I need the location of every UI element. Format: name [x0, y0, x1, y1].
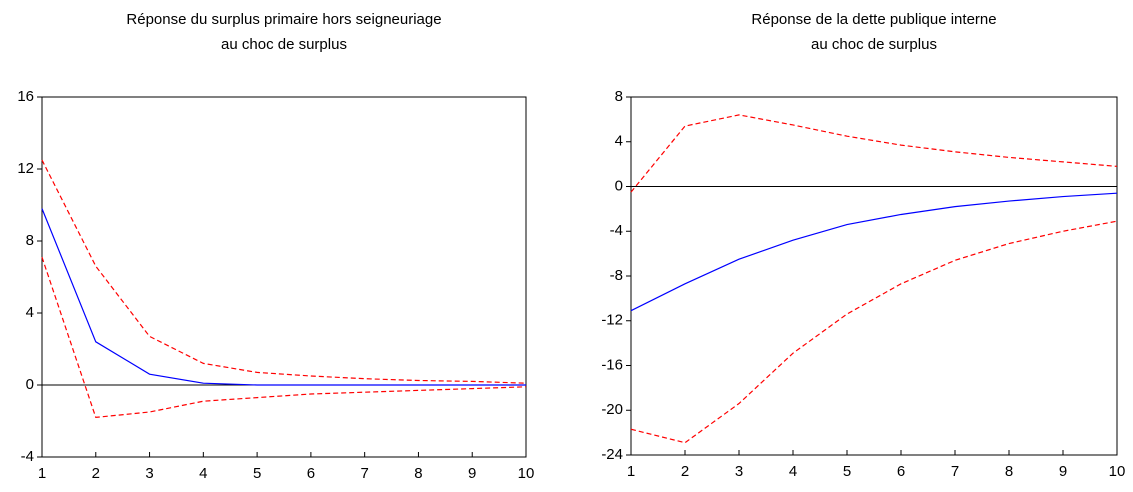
x-tick-label: 9 — [468, 465, 476, 482]
plot-frame — [41, 96, 527, 458]
y-tick-label: -8 — [610, 267, 623, 284]
y-tick-label: 8 — [26, 232, 34, 249]
x-tick-label: 8 — [414, 465, 422, 482]
series-line — [630, 114, 1118, 193]
x-tick-label: 3 — [145, 465, 153, 482]
x-tick-label: 7 — [360, 465, 368, 482]
x-tick-label: 5 — [843, 463, 851, 480]
y-tick-label: 0 — [26, 376, 34, 393]
x-tick-label: 6 — [897, 463, 905, 480]
y-tick-label: 12 — [17, 160, 34, 177]
x-tick-label: 9 — [1059, 463, 1067, 480]
y-tick-label: -20 — [601, 401, 623, 418]
y-tick-label: -24 — [601, 446, 623, 463]
x-tick-label: 10 — [1109, 463, 1126, 480]
y-tick-label: -16 — [601, 356, 623, 373]
x-tick-label: 5 — [253, 465, 261, 482]
x-tick-label: 1 — [627, 463, 635, 480]
y-tick-label: 4 — [615, 133, 623, 150]
x-tick-label: 4 — [199, 465, 207, 482]
x-tick-label: 10 — [518, 465, 535, 482]
x-tick-label: 1 — [38, 465, 46, 482]
y-tick-label: 16 — [17, 88, 34, 105]
x-tick-label: 8 — [1005, 463, 1013, 480]
y-tick-label: 4 — [26, 304, 34, 321]
y-tick-label: 8 — [615, 88, 623, 105]
chart-title: au choc de surplus — [221, 36, 347, 53]
y-tick-label: -4 — [610, 222, 623, 239]
x-tick-label: 2 — [92, 465, 100, 482]
chart-title: Réponse du surplus primaire hors seigneu… — [126, 11, 441, 28]
y-tick-label: -4 — [21, 448, 34, 465]
y-tick-label: 0 — [615, 177, 623, 194]
series-line — [630, 220, 1118, 444]
series-line — [41, 159, 527, 384]
x-tick-label: 3 — [735, 463, 743, 480]
chart-title: Réponse de la dette publique interne — [751, 11, 996, 28]
x-tick-label: 7 — [951, 463, 959, 480]
plot-frame — [630, 96, 1118, 456]
x-tick-label: 4 — [789, 463, 797, 480]
y-tick-label: -12 — [601, 312, 623, 329]
x-tick-label: 2 — [681, 463, 689, 480]
chart-title: au choc de surplus — [811, 36, 937, 53]
series-line — [630, 192, 1118, 312]
series-line — [41, 208, 526, 386]
x-tick-label: 6 — [307, 465, 315, 482]
series-line — [41, 257, 527, 419]
